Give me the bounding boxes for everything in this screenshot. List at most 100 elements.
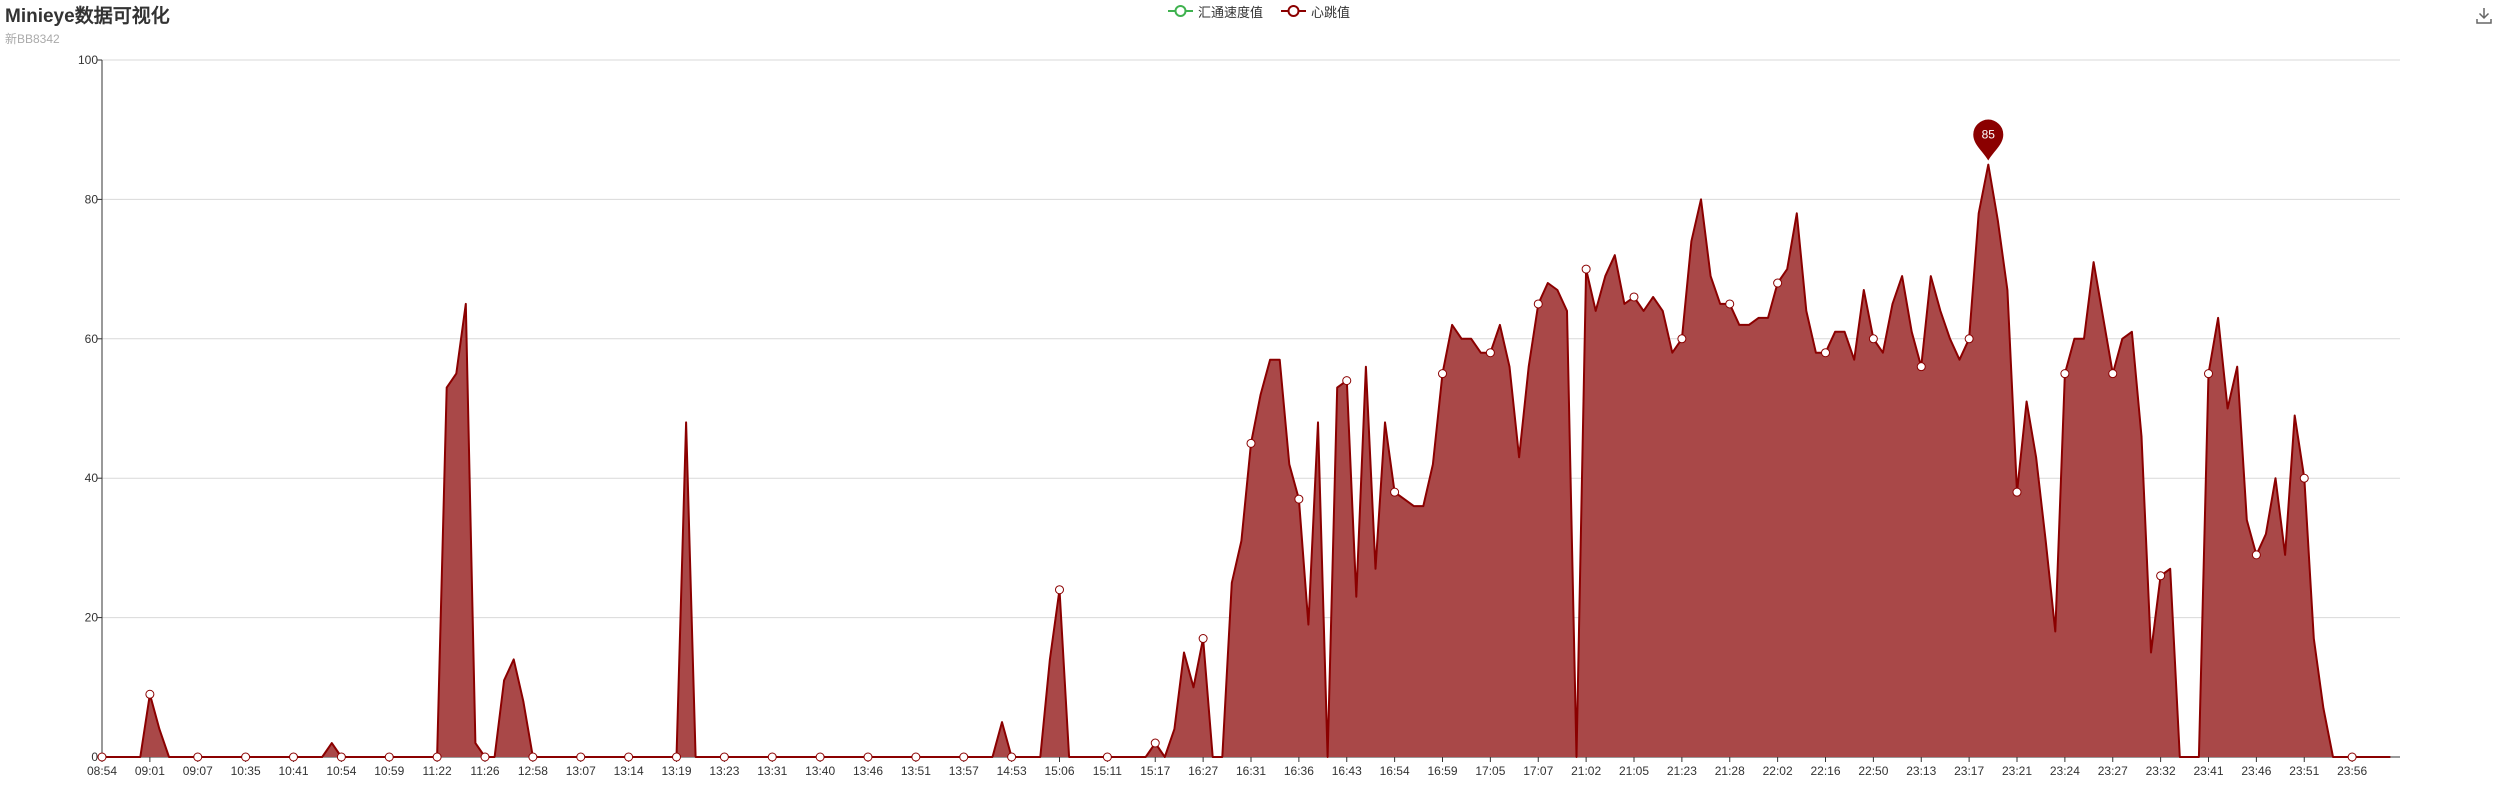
- x-tick-label: 10:54: [326, 764, 356, 778]
- data-point: [289, 752, 298, 762]
- data-point: [1438, 369, 1447, 379]
- legend-heartbeat-label: 心跳值: [1311, 4, 1351, 20]
- x-tick-label: 23:21: [2002, 764, 2032, 778]
- legend-item-heartbeat[interactable]: 心跳值: [1281, 2, 1350, 21]
- x-tick-label: 13:07: [566, 764, 596, 778]
- data-point: [959, 752, 969, 762]
- data-point: [97, 752, 107, 762]
- data-point: [1150, 738, 1160, 748]
- x-tick-label: 09:01: [135, 764, 165, 778]
- max-pin-label: 85: [1982, 128, 1996, 142]
- data-point: [1629, 292, 1639, 302]
- data-point: [145, 689, 155, 699]
- y-tick-label: 60: [85, 332, 99, 346]
- data-point: [1055, 585, 1064, 595]
- data-point: [672, 752, 681, 762]
- x-tick-label: 21:28: [1715, 764, 1745, 778]
- x-tick-label: 17:07: [1523, 764, 1553, 778]
- x-tick-label: 13:31: [757, 764, 787, 778]
- y-tick-label: 80: [85, 192, 99, 206]
- data-point: [1677, 334, 1687, 344]
- data-point: [2251, 550, 2261, 560]
- x-tick-label: 23:56: [2337, 764, 2367, 778]
- data-point: [1007, 752, 1017, 762]
- x-tick-label: 13:23: [709, 764, 739, 778]
- data-point: [1773, 278, 1783, 288]
- y-tick-label: 100: [78, 53, 98, 67]
- data-point: [2204, 369, 2213, 379]
- x-tick-label: 23:24: [2050, 764, 2080, 778]
- x-tick-label: 23:32: [2146, 764, 2176, 778]
- data-point: [1533, 299, 1543, 309]
- legend-item-speed[interactable]: 汇通速度值: [1168, 2, 1263, 21]
- x-tick-label: 22:50: [1858, 764, 1888, 778]
- x-tick-label: 15:06: [1044, 764, 1074, 778]
- data-point: [719, 752, 729, 762]
- data-point: [1342, 376, 1352, 386]
- data-point: [1964, 334, 1974, 344]
- x-tick-label: 23:17: [1954, 764, 1984, 778]
- x-tick-label: 16:59: [1427, 764, 1457, 778]
- data-point: [767, 752, 777, 762]
- y-tick-label: 0: [91, 750, 98, 764]
- data-point: [624, 752, 634, 762]
- x-tick-label: 13:40: [805, 764, 835, 778]
- data-point: [432, 752, 442, 762]
- data-point: [1868, 334, 1878, 344]
- data-point: [2156, 571, 2166, 581]
- data-point: [1916, 362, 1926, 372]
- chart-legend: 汇通速度值 心跳值: [1168, 2, 1350, 20]
- data-point: [528, 752, 538, 762]
- data-point: [1294, 494, 1304, 504]
- data-point: [1821, 348, 1830, 358]
- data-point: [2299, 473, 2309, 483]
- x-tick-label: 15:17: [1140, 764, 1170, 778]
- x-tick-label: 23:27: [2098, 764, 2128, 778]
- x-tick-label: 10:35: [231, 764, 261, 778]
- legend-speed-icon: [1168, 5, 1193, 17]
- data-point: [815, 752, 825, 762]
- x-tick-label: 13:19: [661, 764, 691, 778]
- data-point: [384, 752, 394, 762]
- x-tick-label: 22:02: [1763, 764, 1793, 778]
- x-tick-label: 11:26: [470, 764, 499, 778]
- x-tick-label: 22:16: [1810, 764, 1840, 778]
- data-point: [1102, 752, 1112, 762]
- data-point: [1390, 487, 1400, 497]
- legend-speed-label: 汇通速度值: [1198, 4, 1264, 20]
- x-tick-label: 13:14: [614, 764, 644, 778]
- x-tick-label: 16:36: [1284, 764, 1314, 778]
- x-tick-label: 08:54: [87, 764, 117, 778]
- download-icon[interactable]: [2474, 6, 2494, 26]
- data-point: [1485, 348, 1495, 358]
- x-tick-label: 16:31: [1236, 764, 1266, 778]
- x-tick-label: 12:58: [518, 764, 548, 778]
- data-point: [1725, 299, 1735, 309]
- data-point: [2012, 487, 2022, 497]
- data-point: [241, 752, 251, 762]
- data-point: [2060, 369, 2070, 379]
- x-tick-label: 10:59: [374, 764, 404, 778]
- data-point: [1198, 634, 1208, 644]
- x-tick-label: 09:07: [183, 764, 213, 778]
- data-point: [480, 752, 490, 762]
- page-subtitle: 新BB8342: [5, 32, 60, 46]
- y-tick-label: 40: [85, 471, 99, 485]
- x-tick-label: 17:05: [1475, 764, 1505, 778]
- x-tick-label: 13:46: [853, 764, 883, 778]
- legend-heartbeat-icon: [1281, 5, 1307, 17]
- y-tick-label: 20: [85, 611, 99, 625]
- x-tick-label: 15:11: [1093, 764, 1122, 778]
- max-pin: [1973, 119, 2004, 161]
- data-point: [1581, 264, 1591, 274]
- x-tick-label: 23:51: [2289, 764, 2319, 778]
- x-tick-label: 13:57: [949, 764, 979, 778]
- x-tick-label: 23:41: [2193, 764, 2223, 778]
- data-point: [863, 752, 873, 762]
- x-tick-label: 13:51: [901, 764, 931, 778]
- x-tick-label: 23:46: [2241, 764, 2271, 778]
- x-tick-label: 23:13: [1906, 764, 1936, 778]
- heartbeat-area: [102, 164, 2391, 758]
- x-tick-label: 11:22: [423, 764, 452, 778]
- x-tick-label: 21:02: [1571, 764, 1601, 778]
